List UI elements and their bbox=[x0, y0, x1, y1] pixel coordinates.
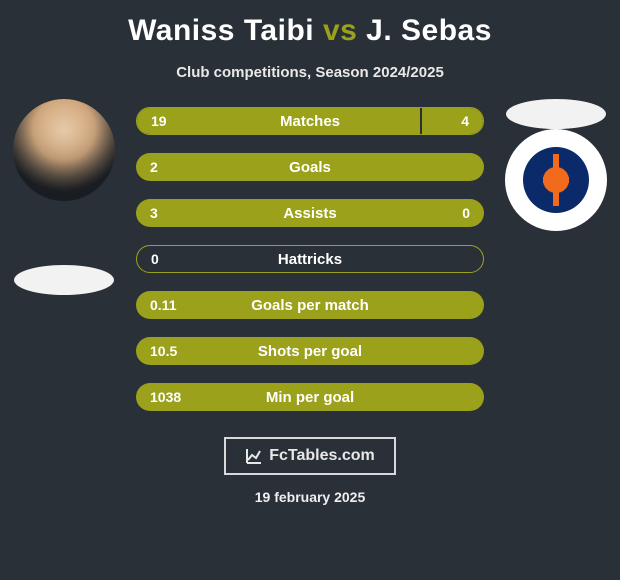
stat-value-left: 3 bbox=[150, 205, 206, 221]
club-logo-icon bbox=[523, 147, 589, 213]
stat-bars: 19Matches42Goals3Assists00Hattricks0.11G… bbox=[136, 107, 484, 411]
stat-label: Goals per match bbox=[206, 297, 414, 314]
stat-bar: 2Goals bbox=[136, 153, 484, 181]
stat-value-right: 4 bbox=[413, 113, 469, 129]
comparison-card: Waniss Taibi vs J. Sebas Club competitio… bbox=[0, 0, 620, 580]
title-player2: J. Sebas bbox=[366, 14, 492, 47]
player-left-avatar bbox=[13, 99, 115, 201]
stat-value-left: 2 bbox=[150, 159, 206, 175]
stat-bar: 10.5Shots per goal bbox=[136, 337, 484, 365]
subtitle: Club competitions, Season 2024/2025 bbox=[176, 64, 444, 81]
stat-label: Min per goal bbox=[206, 389, 414, 406]
stat-value-right: 0 bbox=[414, 205, 470, 221]
footer-area: FcTables.com 19 february 2025 bbox=[0, 429, 620, 505]
player-left-flag bbox=[14, 265, 114, 295]
player-left-column bbox=[4, 99, 124, 295]
stat-value-left: 0 bbox=[151, 251, 207, 267]
stat-value-left: 0.11 bbox=[150, 297, 206, 313]
comparison-arena: 19Matches42Goals3Assists00Hattricks0.11G… bbox=[0, 99, 620, 580]
footer-date: 19 february 2025 bbox=[255, 489, 366, 505]
stat-label: Matches bbox=[207, 113, 413, 130]
stat-label: Hattricks bbox=[207, 251, 413, 268]
page-title: Waniss Taibi vs J. Sebas bbox=[128, 14, 492, 48]
stat-bar: 19Matches4 bbox=[136, 107, 484, 135]
stat-bar: 0.11Goals per match bbox=[136, 291, 484, 319]
stat-value-left: 1038 bbox=[150, 389, 206, 405]
stat-bar: 3Assists0 bbox=[136, 199, 484, 227]
brand-text: FcTables.com bbox=[269, 447, 375, 465]
brand-chart-icon bbox=[245, 447, 263, 465]
title-player1: Waniss Taibi bbox=[128, 14, 314, 47]
player-right-avatar bbox=[505, 129, 607, 231]
stat-label: Assists bbox=[206, 205, 414, 222]
stat-bar: 1038Min per goal bbox=[136, 383, 484, 411]
stat-bar: 0Hattricks bbox=[136, 245, 484, 273]
brand-box: FcTables.com bbox=[224, 437, 396, 475]
player-right-flag bbox=[506, 99, 606, 129]
title-vs: vs bbox=[323, 14, 357, 47]
stat-value-left: 10.5 bbox=[150, 343, 206, 359]
stat-value-left: 19 bbox=[151, 113, 207, 129]
stat-label: Goals bbox=[206, 159, 414, 176]
player-right-column bbox=[496, 183, 616, 231]
stat-label: Shots per goal bbox=[206, 343, 414, 360]
